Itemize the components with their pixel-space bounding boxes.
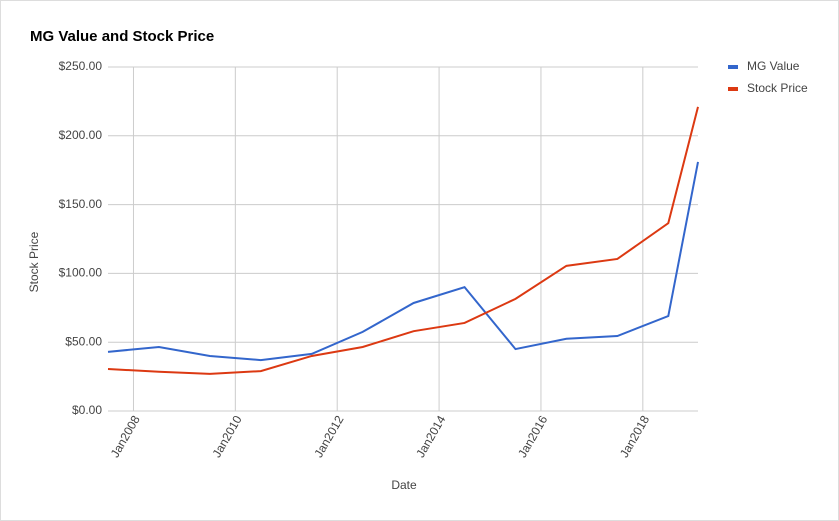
legend-label: MG Value bbox=[747, 59, 800, 73]
series-line bbox=[107, 106, 699, 375]
y-tick-label: $0.00 bbox=[72, 403, 102, 417]
y-tick-label: $250.00 bbox=[59, 59, 103, 73]
y-tick-label: $150.00 bbox=[59, 197, 103, 211]
y-tick-label: $200.00 bbox=[59, 128, 103, 142]
x-axis-label: Date bbox=[391, 478, 417, 492]
y-axis-label: Stock Price bbox=[27, 231, 41, 292]
y-tick-label: $100.00 bbox=[59, 266, 103, 280]
chart-title: MG Value and Stock Price bbox=[30, 28, 214, 45]
series-line bbox=[107, 161, 699, 362]
y-tick-label: $50.00 bbox=[65, 334, 102, 348]
legend-label: Stock Price bbox=[747, 81, 808, 95]
